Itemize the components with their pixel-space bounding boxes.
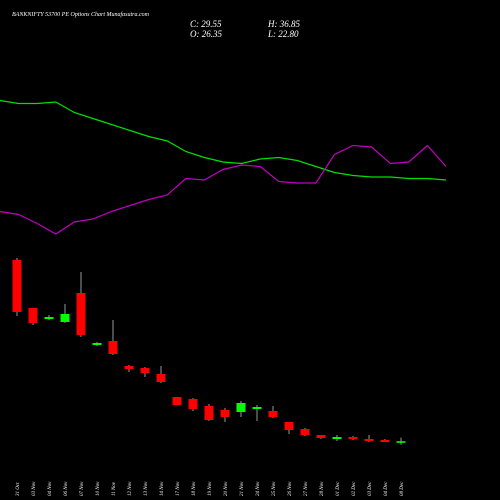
close-label: C: 29.55 [190, 19, 222, 29]
x-tick-label: 03 Nov [32, 481, 37, 496]
x-tick-label: 24 Nov [256, 481, 261, 496]
x-tick-label: 04 Dec [384, 481, 389, 496]
candle-body [92, 343, 102, 345]
chart-title: BANKNIFTY 53700 PE Options Chart Munafas… [12, 11, 150, 18]
candle-body [108, 341, 118, 354]
x-tick-label: 02 Dec [352, 481, 357, 496]
candle-body [172, 397, 182, 405]
x-tick-label: 19 Nov [208, 481, 213, 496]
x-tick-label: 10 Nov [96, 481, 101, 496]
candle-body [44, 317, 54, 319]
candle-body [28, 308, 38, 323]
candle-body [380, 440, 390, 442]
x-tick-label: 20 Nov [224, 481, 229, 496]
candle-body [204, 406, 214, 420]
candle-body [284, 422, 294, 430]
indicator-line [0, 99, 447, 181]
x-tick-label: 18 Nov [192, 481, 197, 496]
x-tick-label: 25 Nov [272, 481, 277, 496]
candle-body [396, 441, 406, 443]
candle-body [60, 314, 70, 322]
x-tick-label: 28 Nov [320, 481, 325, 496]
candle-body [316, 435, 326, 438]
candle-body [252, 407, 262, 409]
x-tick-label: 01 Dec [336, 481, 341, 496]
candle-body [268, 411, 278, 417]
candle-body [300, 429, 310, 435]
open-label: O: 26.35 [190, 29, 222, 39]
candle-body [364, 439, 374, 441]
candle-body [12, 260, 22, 312]
x-tick-label: 31 Oct [16, 482, 21, 496]
candle-body [156, 374, 166, 382]
x-tick-label: 04 Nov [48, 481, 53, 496]
x-tick-label: 08 Dec [400, 481, 405, 496]
x-tick-label: 13 Nov [144, 481, 149, 496]
candle-body [188, 399, 198, 409]
candle-body [236, 403, 246, 412]
x-tick-label: 12 Nov [128, 481, 133, 496]
candle-body [348, 437, 358, 439]
x-tick-label: 26 Nov [288, 481, 293, 496]
x-tick-label: 07 Nov [80, 481, 85, 496]
x-tick-label: 27 Nov [304, 481, 309, 496]
x-tick-label: 03 Dec [368, 481, 373, 496]
x-tick-label: 14 Nov [160, 481, 165, 496]
candle-body [124, 366, 134, 369]
high-label: H: 36.85 [267, 19, 300, 29]
x-tick-label: 21 Nov [240, 481, 245, 496]
candle-body [332, 437, 342, 439]
x-tick-label: 17 Nov [176, 481, 181, 496]
candle-body [220, 410, 230, 417]
x-tick-label: 06 Nov [64, 481, 69, 496]
candle-body [140, 368, 150, 373]
candle-body [76, 293, 86, 335]
indicator-line [0, 144, 447, 235]
x-tick-label: 11 Nov [112, 481, 117, 496]
low-label: L: 22.80 [267, 29, 299, 39]
